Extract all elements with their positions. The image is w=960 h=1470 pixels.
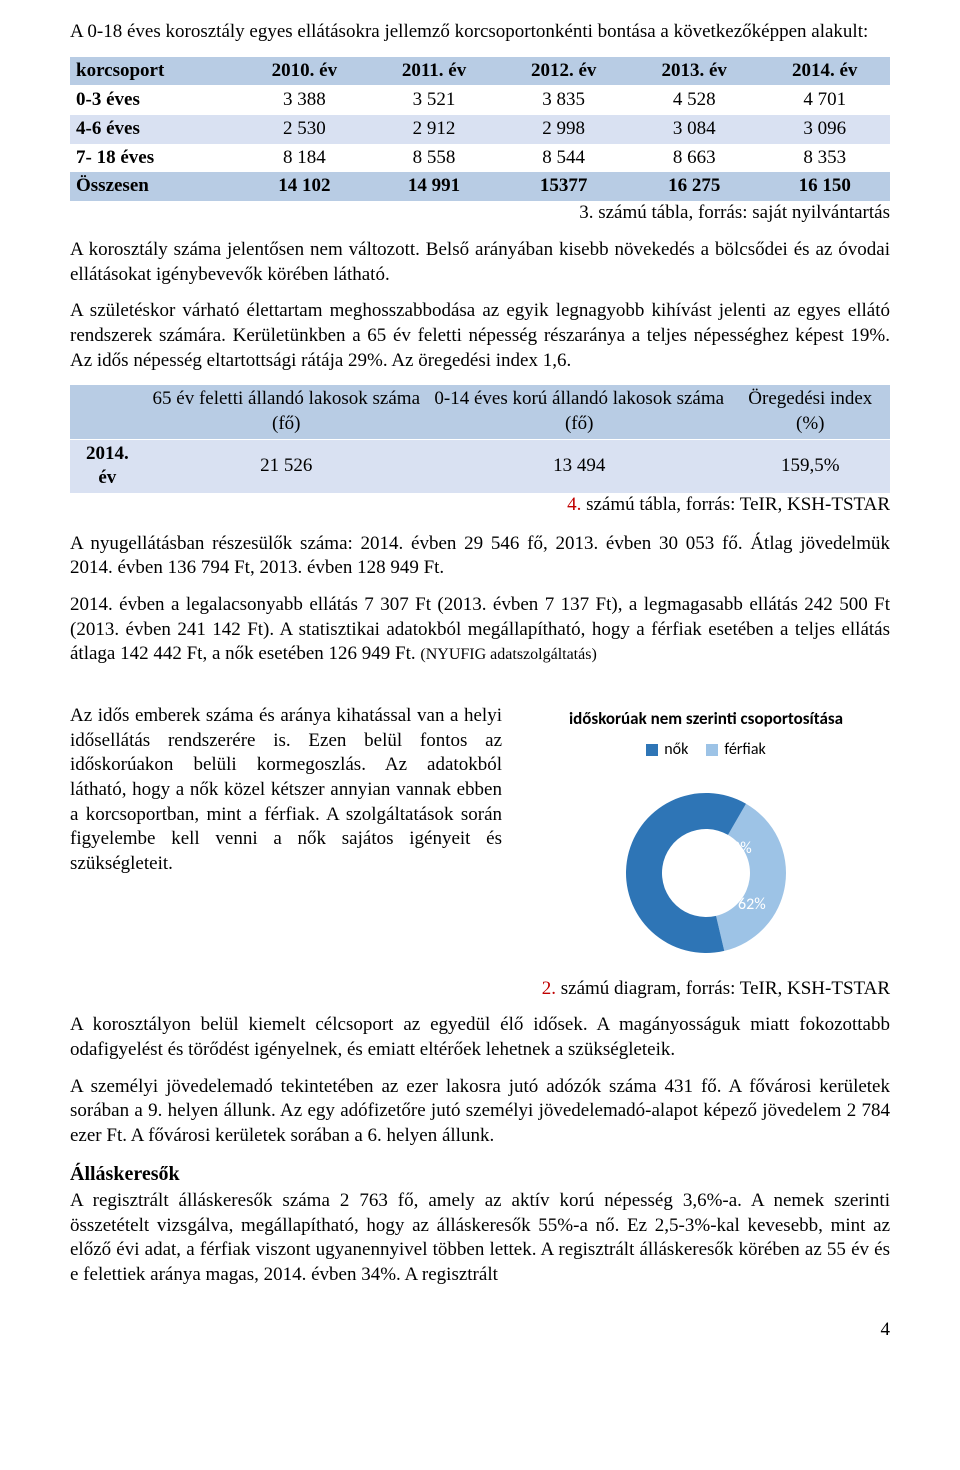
paragraph: A nyugellátásban részesülők száma: 2014.… <box>70 532 890 581</box>
paragraph: A regisztrált álláskeresők száma 2 763 f… <box>70 1189 890 1288</box>
th-2010: 2010. év <box>239 57 370 86</box>
donut-chart: 38% 62% <box>606 773 806 973</box>
th-2014: 2014. év <box>759 57 890 86</box>
table-total-row: Összesen 14 102 14 991 15377 16 275 16 1… <box>70 172 890 201</box>
slice-label: 62% <box>738 895 766 916</box>
page-number: 4 <box>70 1318 890 1343</box>
table1-source: 3. számú tábla, forrás: saját nyilvántar… <box>70 201 890 226</box>
paragraph: A korosztály száma jelentősen nem változ… <box>70 238 890 287</box>
table2-source: 4. számú tábla, forrás: TeIR, KSH-TSTAR <box>70 493 890 518</box>
paragraph: A korosztályon belül kiemelt célcsoport … <box>70 1013 890 1062</box>
slice-label: 38% <box>724 839 752 860</box>
chart-title: időskorúak nem szerinti csoportosítása <box>522 708 890 730</box>
th-korcsoport: korcsoport <box>70 57 239 86</box>
aging-index-table: 65 év feletti állandó lakosok száma (fő)… <box>70 385 890 493</box>
age-group-table: korcsoport 2010. év 2011. év 2012. év 20… <box>70 57 890 201</box>
paragraph: A születéskor várható élettartam meghoss… <box>70 299 890 373</box>
table-row: 2014. év 21 526 13 494 159,5% <box>70 439 890 493</box>
th-2012: 2012. év <box>498 57 629 86</box>
chart-legend: nők férfiak <box>522 740 890 761</box>
section-heading-jobseekers: Álláskeresők <box>70 1161 890 1187</box>
chart-source: 2. számú diagram, forrás: TeIR, KSH-TSTA… <box>70 977 890 1002</box>
paragraph: 2014. évben a legalacsonyabb ellátás 7 3… <box>70 593 890 667</box>
th-2013: 2013. év <box>629 57 760 86</box>
table-row: 4-6 éves 2 530 2 912 2 998 3 084 3 096 <box>70 115 890 144</box>
paragraph: A személyi jövedelemadó tekintetében az … <box>70 1075 890 1149</box>
intro-paragraph: A 0-18 éves korosztály egyes ellátásokra… <box>70 20 890 45</box>
table-header-row: 65 év feletti állandó lakosok száma (fő)… <box>70 385 890 439</box>
legend-swatch <box>706 744 718 756</box>
table-header-row: korcsoport 2010. év 2011. év 2012. év 20… <box>70 57 890 86</box>
th-2011: 2011. év <box>370 57 499 86</box>
legend-swatch <box>646 744 658 756</box>
donut-chart-panel: időskorúak nem szerinti csoportosítása n… <box>522 704 890 973</box>
table-row: 0-3 éves 3 388 3 521 3 835 4 528 4 701 <box>70 86 890 115</box>
table-row: 7- 18 éves 8 184 8 558 8 544 8 663 8 353 <box>70 144 890 173</box>
elderly-text-column: Az idős emberek száma és aránya kihatáss… <box>70 704 502 973</box>
